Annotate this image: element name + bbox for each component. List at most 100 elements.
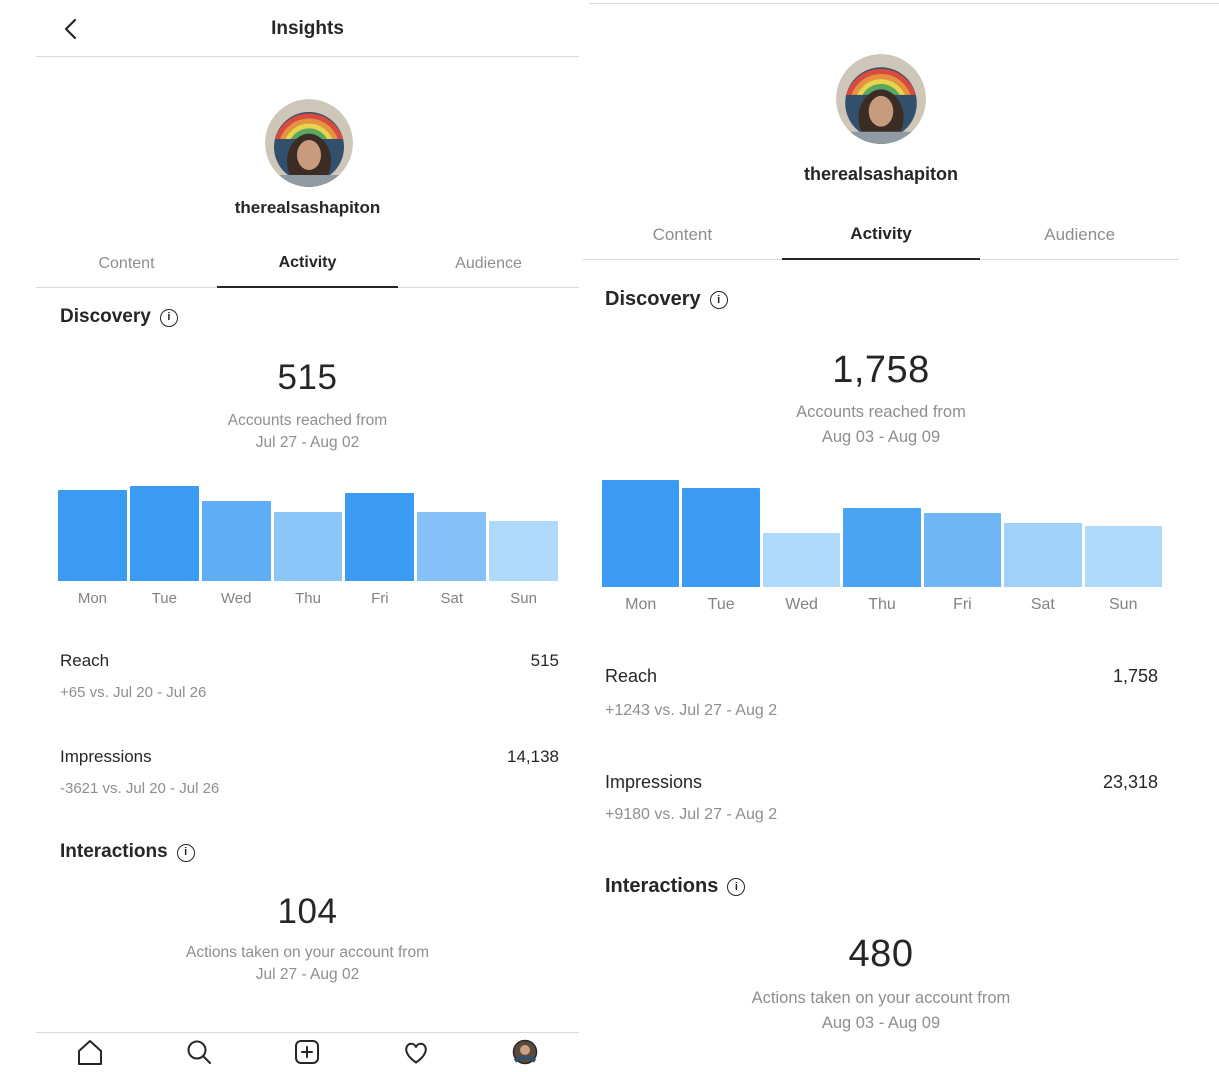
axis-label-sat: Sat: [1030, 596, 1055, 613]
interactions-value: 104: [277, 892, 338, 931]
axis-label-tue: Tue: [151, 590, 177, 607]
insights-screen-week1: Insights: [36, 0, 579, 1065]
interactions-caption: Actions taken on your account from Jul 2…: [36, 942, 579, 986]
profile-photo: [265, 99, 353, 187]
chevron-left-icon: [64, 18, 77, 40]
impressions-delta: +9180 vs. Jul 27 - Aug 2: [605, 806, 778, 823]
reach-label: Reach: [60, 651, 110, 670]
axis-label-wed: Wed: [220, 590, 252, 607]
reach-bar-chart-week2: Mon Tue Wed Thu Fri Sat Sun: [602, 480, 1162, 614]
interactions-heading: Interactions i: [60, 841, 195, 863]
page-title: Insights: [271, 18, 344, 39]
tab-content[interactable]: Content: [583, 210, 782, 260]
info-icon[interactable]: i: [176, 843, 195, 862]
accounts-reached-caption: Accounts reached from Aug 03 - Aug 09: [583, 400, 1179, 450]
bar-chart-axis-labels: Mon Tue Wed Thu Fri Sat Sun: [58, 590, 558, 607]
nav-home[interactable]: [75, 1037, 105, 1067]
insights-tabs: Content Activity Audience: [36, 240, 579, 288]
nav-search[interactable]: [184, 1037, 214, 1067]
info-icon[interactable]: i: [727, 878, 746, 896]
tab-activity[interactable]: Activity: [781, 210, 981, 260]
caption-line-1: Accounts reached from: [227, 412, 388, 429]
bar-wed: [201, 501, 271, 581]
bar-tue: [682, 488, 760, 587]
home-icon: [78, 1040, 103, 1065]
discovery-heading: Discovery i: [60, 306, 178, 328]
bar-sun: [489, 521, 559, 581]
nav-activity[interactable]: [401, 1037, 431, 1067]
accounts-reached-caption: Accounts reached from Jul 27 - Aug 02: [36, 410, 579, 454]
bar-sat: [417, 512, 487, 581]
heart-icon: [405, 1042, 427, 1064]
axis-label-mon: Mon: [625, 596, 657, 613]
tab-audience[interactable]: Audience: [980, 210, 1180, 260]
interactions-value: 480: [848, 933, 914, 975]
axis-label-tue: Tue: [707, 596, 735, 613]
discovery-heading: Discovery i: [605, 288, 728, 311]
interactions-caption: Actions taken on your account from Aug 0…: [583, 986, 1179, 1036]
nav-new-post[interactable]: [292, 1037, 322, 1067]
info-icon[interactable]: i: [159, 308, 178, 327]
reach-value: 1,758: [1112, 666, 1158, 686]
bar-wed: [762, 532, 841, 587]
reach-delta: +1243 vs. Jul 27 - Aug 2: [605, 702, 778, 719]
caption-line-1: Actions taken on your account from: [186, 944, 429, 961]
reach-delta: +65 vs. Jul 20 - Jul 26: [60, 684, 207, 701]
info-icon[interactable]: i: [709, 291, 728, 309]
header-bar: [36, 0, 579, 57]
interactions-heading-label: Interactions: [60, 841, 168, 862]
bar-fri: [923, 513, 1002, 587]
axis-label-mon: Mon: [77, 590, 108, 607]
caption-line-2: Aug 03 - Aug 09: [821, 1014, 941, 1032]
caption-line-2: Jul 27 - Aug 02: [255, 966, 360, 983]
impressions-label: Impressions: [60, 747, 152, 766]
impressions-value: 23,318: [1102, 772, 1158, 792]
interactions-heading: Interactions i: [605, 875, 746, 898]
tab-content[interactable]: Content: [36, 240, 217, 288]
bar-chart-bars: [58, 486, 559, 581]
bar-mon: [58, 490, 127, 581]
bar-sat: [1004, 523, 1082, 587]
interactions-heading-label: Interactions: [605, 875, 719, 897]
reach-label: Reach: [605, 666, 658, 686]
accounts-reached-value: 515: [277, 358, 338, 397]
bar-tue: [129, 486, 199, 581]
axis-label-fri: Fri: [371, 590, 389, 607]
username: therealsashapiton: [234, 198, 381, 217]
caption-line-1: Actions taken on your account from: [751, 989, 1011, 1007]
axis-label-sun: Sun: [510, 590, 537, 607]
impressions-value: 14,138: [507, 747, 559, 766]
caption-line-1: Accounts reached from: [796, 403, 966, 421]
insights-screen-week2: therealsashapiton Content Activity Audie…: [583, 0, 1219, 1045]
bar-sun: [1084, 526, 1162, 587]
axis-label-thu: Thu: [868, 596, 896, 613]
tab-activity[interactable]: Activity: [217, 240, 398, 288]
insights-tabs: Content Activity Audience: [583, 210, 1180, 260]
reach-value: 515: [530, 651, 559, 670]
axis-label-sun: Sun: [1109, 596, 1138, 613]
search-icon: [187, 1040, 211, 1064]
caption-line-2: Aug 03 - Aug 09: [821, 428, 941, 446]
bar-thu: [843, 508, 921, 587]
impressions-label: Impressions: [605, 772, 703, 792]
bottom-nav-divider: [36, 1032, 579, 1033]
tab-audience[interactable]: Audience: [398, 240, 579, 288]
axis-label-sat: Sat: [440, 590, 463, 607]
bar-thu: [273, 512, 343, 581]
nav-profile[interactable]: [510, 1037, 540, 1067]
reach-bar-chart-week1: Mon Tue Wed Thu Fri Sat Sun: [58, 486, 559, 607]
discovery-heading-label: Discovery: [605, 288, 701, 310]
profile-avatar-icon: [512, 1039, 537, 1065]
impressions-delta: -3621 vs. Jul 20 - Jul 26: [60, 780, 220, 797]
axis-label-fri: Fri: [953, 596, 972, 613]
bottom-nav-bar: [36, 1037, 579, 1067]
axis-label-wed: Wed: [785, 596, 818, 613]
discovery-heading-label: Discovery: [60, 306, 151, 327]
bar-fri: [345, 493, 415, 581]
bar-chart-axis-labels: Mon Tue Wed Thu Fri Sat Sun: [602, 596, 1162, 614]
bar-chart-bars: [602, 480, 1162, 587]
back-button[interactable]: [58, 15, 86, 43]
axis-label-thu: Thu: [295, 590, 321, 607]
accounts-reached-value: 1,758: [832, 349, 930, 391]
screenshot-top-divider: [589, 3, 1219, 4]
